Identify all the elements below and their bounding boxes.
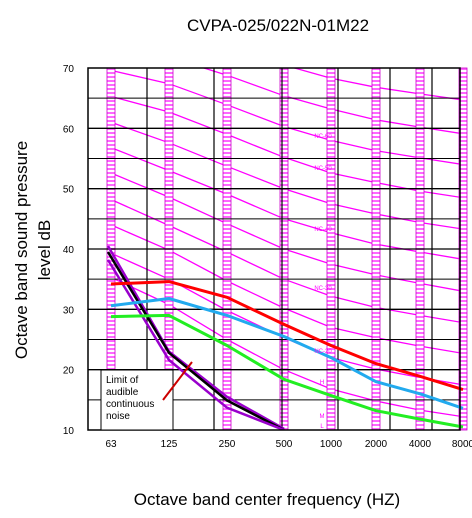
nc-curve-7 xyxy=(110,69,460,165)
nc-curve-9 xyxy=(110,121,460,230)
chart-labels: 10 20 30 40 50 60 70 63 125 250 500 1000 2000 4000 800… xyxy=(63,64,472,450)
nc-curves xyxy=(110,68,460,417)
nc-label-5: NC-20 xyxy=(314,349,332,355)
y-axis-label-line-2: level dB xyxy=(35,220,54,280)
nc-curve-13 xyxy=(110,224,460,354)
series-line-2 xyxy=(110,297,464,410)
chart-title: CVPA-025/022N-01M22 xyxy=(187,16,369,35)
y-tick-40: 40 xyxy=(63,245,75,256)
nc-label-2: NC-50 xyxy=(314,166,332,172)
x-axis-label: Octave band center frequency (HZ) xyxy=(134,490,400,509)
y-tick-30: 30 xyxy=(63,305,75,316)
region-label-m: M xyxy=(320,414,325,420)
x-tick-4000: 4000 xyxy=(409,439,432,450)
nc-label-4: NC-30 xyxy=(314,286,332,292)
nc-curve-8 xyxy=(110,95,460,198)
x-tick-125: 125 xyxy=(161,439,178,450)
y-tick-10: 10 xyxy=(63,426,75,437)
nc-curve-11 xyxy=(110,172,460,292)
x-tick-63: 63 xyxy=(105,439,117,450)
y-tick-70: 70 xyxy=(63,64,75,75)
annotation-line-2: audible xyxy=(106,387,139,398)
nc-curve-6 xyxy=(201,68,460,134)
x-tick-2000: 2000 xyxy=(365,439,388,450)
y-tick-20: 20 xyxy=(63,366,75,377)
y-tick-60: 60 xyxy=(63,124,75,135)
annotation-line-3: continuous xyxy=(106,399,154,410)
annotation-line-1: Limit of xyxy=(106,375,138,386)
grid xyxy=(88,68,460,430)
audible-limit-line-3 xyxy=(106,259,285,430)
nc-label-1: NC-60 xyxy=(314,134,332,140)
region-label-h: H xyxy=(320,380,324,386)
y-tick-50: 50 xyxy=(63,185,75,196)
region-label-l: L xyxy=(320,424,324,430)
x-tick-8000: 8000 xyxy=(452,439,472,450)
series-line-3 xyxy=(110,313,464,429)
nc-curve-5 xyxy=(292,68,460,101)
nc-label-3: NC-40 xyxy=(314,227,332,233)
series-line-1 xyxy=(110,280,464,392)
nc-curve-15 xyxy=(110,276,460,417)
x-tick-250: 250 xyxy=(219,439,236,450)
nc-curve-12 xyxy=(110,198,460,323)
plot-border xyxy=(87,67,461,431)
audible-limit-line-1 xyxy=(106,245,285,430)
y-axis-label-line-1: Octave band sound pressure xyxy=(12,141,31,359)
annotation-box: Limit of audible continuous noise xyxy=(100,369,174,431)
x-tick-1000: 1000 xyxy=(320,439,343,450)
annotation-line-4: noise xyxy=(106,411,130,422)
data-series xyxy=(110,280,464,429)
x-tick-500: 500 xyxy=(276,439,293,450)
annotation-arrow xyxy=(162,361,193,401)
nc-curve-10 xyxy=(110,146,460,260)
